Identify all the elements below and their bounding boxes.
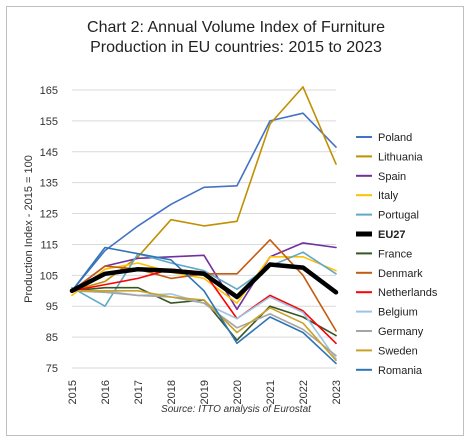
x-tick-label: 2015 [67,380,79,404]
y-tick-label: 135 [40,178,58,190]
legend-label: Poland [378,132,412,144]
x-tick-label: 2020 [232,380,244,404]
y-tick-label: 105 [40,270,58,282]
chart-title-line-1: Chart 2: Annual Volume Index of Furnitur… [87,19,385,36]
x-tick-label: 2019 [199,380,211,404]
legend-label: EU27 [378,229,406,241]
x-tick-label: 2016 [100,380,112,404]
legend-label: Sweden [378,345,418,357]
legend-label: Spain [378,171,406,183]
series-line-poland [71,112,337,292]
legend-label: Portugal [378,210,419,222]
x-tick-label: 2017 [133,380,145,404]
y-tick-label: 95 [46,301,58,313]
legend-label: Lithuania [378,151,424,163]
series-line-portugal [71,251,337,308]
y-tick-label: 115 [40,239,58,251]
y-tick-label: 75 [46,363,58,375]
legend-label: France [378,248,412,260]
x-tick-label: 2021 [265,380,277,404]
chart-title: Chart 2: Annual Volume Index of Furnitur… [0,18,472,58]
y-tick-label: 165 [40,85,58,97]
y-tick-label: 85 [46,332,58,344]
legend-label: Romania [378,365,423,377]
legend-label: Germany [378,326,424,338]
series-line-sweden [71,289,337,362]
series-line-eu27 [69,262,339,300]
x-tick-label: 2022 [298,380,310,404]
legend-label: Denmark [378,268,423,280]
x-tick-label: 2023 [331,380,343,404]
legend-label: Belgium [378,307,418,319]
series-line-germany [71,289,337,357]
x-tick-label: 2018 [166,380,178,404]
y-axis-label: Production Index - 2015 = 100 [23,155,35,303]
legend-label: Italy [378,190,399,202]
legend-label: Netherlands [378,287,438,299]
series-line-lithuania [71,86,337,292]
series-line-romania [71,246,337,365]
chart-title-line-2: Production in EU countries: 2015 to 2023 [90,39,382,56]
source-note: Source: ITTO analysis of Eurostat [161,404,311,415]
series-line-denmark [71,239,337,332]
y-tick-label: 145 [40,147,58,159]
series-line-spain [71,242,337,311]
y-tick-label: 125 [40,209,58,221]
y-tick-label: 155 [40,116,58,128]
